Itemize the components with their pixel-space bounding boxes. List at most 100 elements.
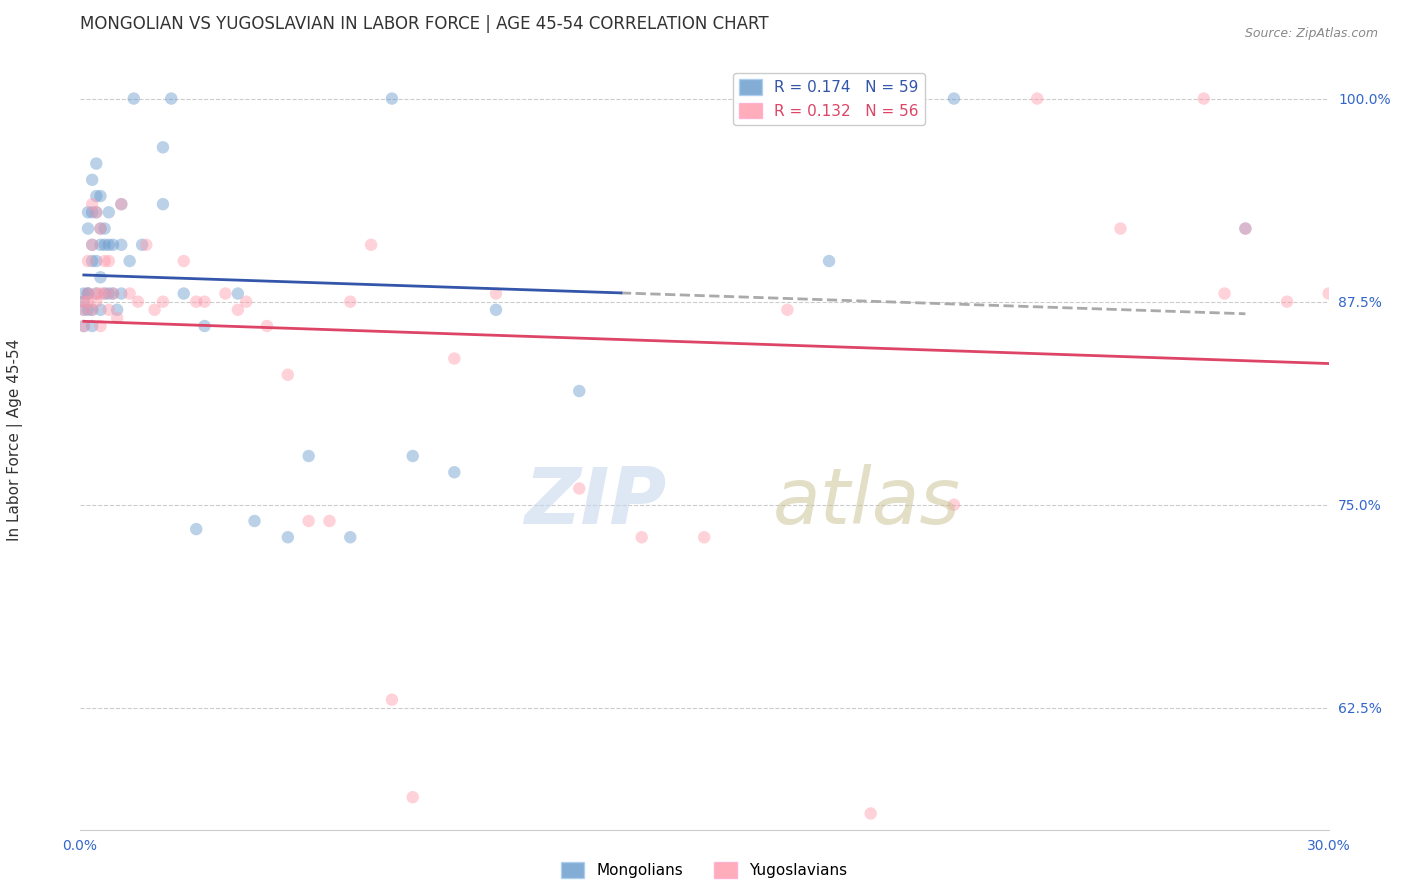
Point xyxy=(243,514,266,528)
Point xyxy=(110,197,132,211)
Point xyxy=(193,294,215,309)
Point xyxy=(89,237,111,252)
Point xyxy=(1234,221,1257,235)
Point xyxy=(256,319,278,334)
Point xyxy=(101,286,124,301)
Point xyxy=(160,92,183,106)
Point xyxy=(86,205,108,219)
Point xyxy=(110,286,132,301)
Point xyxy=(97,302,120,317)
Point xyxy=(82,237,104,252)
Point xyxy=(1275,294,1298,309)
Point xyxy=(1026,92,1049,106)
Point xyxy=(97,205,120,219)
Point xyxy=(859,806,882,821)
Point xyxy=(77,254,100,268)
Point xyxy=(86,189,108,203)
Point xyxy=(214,286,236,301)
Point xyxy=(235,294,257,309)
Point xyxy=(82,173,104,187)
Point xyxy=(82,302,104,317)
Point xyxy=(402,790,425,805)
Point xyxy=(443,465,465,479)
Point xyxy=(86,286,108,301)
Point xyxy=(485,286,508,301)
Point xyxy=(77,221,100,235)
Point xyxy=(381,92,404,106)
Point xyxy=(226,302,249,317)
Point xyxy=(630,530,652,544)
Point xyxy=(89,302,111,317)
Point xyxy=(298,449,321,463)
Point xyxy=(89,286,111,301)
Point xyxy=(93,221,115,235)
Text: ZIP: ZIP xyxy=(524,464,666,541)
Point xyxy=(105,302,128,317)
Point xyxy=(818,254,841,268)
Point xyxy=(101,286,124,301)
Point xyxy=(77,286,100,301)
Point xyxy=(298,514,321,528)
Point xyxy=(360,237,382,252)
Point xyxy=(776,302,799,317)
Point xyxy=(97,286,120,301)
Point xyxy=(152,197,174,211)
Point xyxy=(86,254,108,268)
Point xyxy=(173,254,195,268)
Point xyxy=(77,286,100,301)
Point xyxy=(89,270,111,285)
Point xyxy=(73,294,96,309)
Point xyxy=(73,302,96,317)
Point xyxy=(101,237,124,252)
Point xyxy=(73,286,96,301)
Point xyxy=(73,302,96,317)
Point xyxy=(942,498,965,512)
Point xyxy=(1192,92,1215,106)
Point xyxy=(1213,286,1236,301)
Point xyxy=(82,237,104,252)
Point xyxy=(143,302,166,317)
Point xyxy=(118,286,141,301)
Point xyxy=(93,237,115,252)
Point xyxy=(86,156,108,170)
Point xyxy=(86,294,108,309)
Point xyxy=(152,140,174,154)
Point xyxy=(97,254,120,268)
Point xyxy=(318,514,340,528)
Point xyxy=(73,294,96,309)
Point xyxy=(82,319,104,334)
Point xyxy=(1317,286,1340,301)
Text: In Labor Force | Age 45-54: In Labor Force | Age 45-54 xyxy=(7,339,22,541)
Point xyxy=(73,319,96,334)
Point xyxy=(402,449,425,463)
Point xyxy=(277,530,299,544)
Point xyxy=(77,286,100,301)
Point xyxy=(77,294,100,309)
Point xyxy=(89,319,111,334)
Text: MONGOLIAN VS YUGOSLAVIAN IN LABOR FORCE | AGE 45-54 CORRELATION CHART: MONGOLIAN VS YUGOSLAVIAN IN LABOR FORCE … xyxy=(80,15,768,33)
Text: atlas: atlas xyxy=(772,464,960,541)
Point xyxy=(135,237,157,252)
Point xyxy=(568,482,591,496)
Point xyxy=(339,294,361,309)
Point xyxy=(186,522,208,536)
Point xyxy=(93,286,115,301)
Point xyxy=(93,254,115,268)
Point xyxy=(152,294,174,309)
Point xyxy=(339,530,361,544)
Legend: Mongolians, Yugoslavians: Mongolians, Yugoslavians xyxy=(555,856,853,885)
Point xyxy=(693,530,716,544)
Point xyxy=(77,302,100,317)
Point xyxy=(186,294,208,309)
Point xyxy=(277,368,299,382)
Point xyxy=(77,205,100,219)
Point xyxy=(942,92,965,106)
Point xyxy=(73,319,96,334)
Point xyxy=(226,286,249,301)
Point xyxy=(122,92,145,106)
Point xyxy=(105,310,128,325)
Point xyxy=(82,205,104,219)
Point xyxy=(89,189,111,203)
Point xyxy=(127,294,149,309)
Point xyxy=(93,286,115,301)
